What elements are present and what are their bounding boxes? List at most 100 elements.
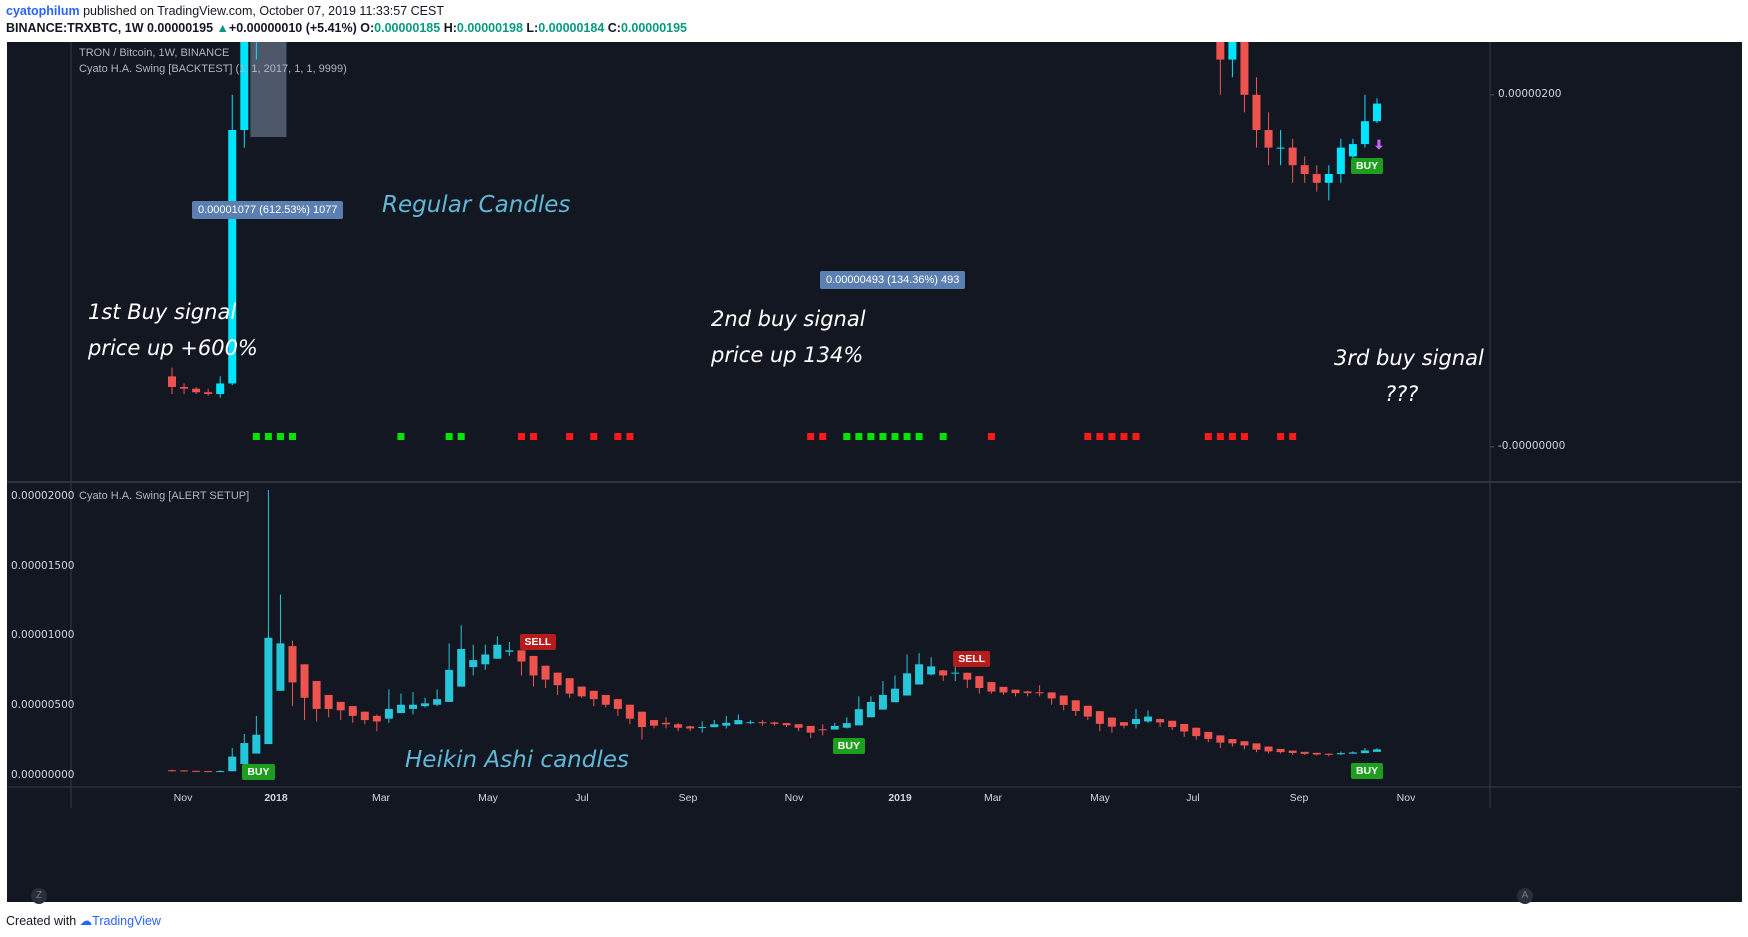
candle-body: [384, 708, 393, 719]
high-label: H:: [443, 21, 457, 35]
candle-body: [1288, 750, 1297, 753]
candle-body: [541, 665, 550, 680]
signal-square: [1108, 433, 1116, 440]
high-value: 0.00000198: [456, 21, 523, 35]
time-axis-label: May: [478, 792, 498, 804]
zoom-reset-button[interactable]: Z: [31, 888, 47, 904]
bottom-indicator-label[interactable]: Cyato H.A. Swing [ALERT SETUP]: [79, 490, 250, 502]
signal-square: [590, 433, 598, 440]
tradingview-link[interactable]: TradingView: [92, 914, 161, 928]
candle-body: [878, 694, 887, 710]
signal-square: [1277, 433, 1285, 440]
open-value: 0.00000185: [374, 21, 441, 35]
signal-square: [397, 433, 405, 440]
change-arrow-icon: ▲: [216, 21, 229, 35]
candle-body: [505, 650, 514, 652]
candle-body: [650, 720, 658, 726]
candle-body: [1035, 692, 1044, 694]
candle-body: [216, 383, 225, 394]
candle-body: [433, 699, 442, 705]
candle-body: [939, 670, 948, 676]
candle-body: [794, 724, 803, 728]
signal-square: [276, 433, 284, 440]
candle-body: [770, 722, 779, 724]
candle-body: [674, 724, 683, 728]
candle-body: [312, 681, 321, 709]
chart-frame[interactable]: TRON / Bitcoin, 1W, BINANCE Cyato H.A. S…: [7, 42, 1742, 904]
candle-body: [1180, 723, 1189, 732]
candle-body: [734, 720, 743, 725]
candle-body: [1252, 743, 1261, 750]
signal-square: [517, 433, 525, 440]
signal-square: [867, 433, 875, 440]
candle-body: [589, 690, 598, 700]
signal-square: [1289, 433, 1297, 440]
candle-body: [1348, 144, 1357, 157]
candle-body: [1144, 716, 1153, 722]
candle-body: [818, 729, 827, 731]
candle-body: [1312, 752, 1321, 755]
signal-square: [819, 433, 827, 440]
buy3-annotation-line1: 3rd buy signal: [1334, 346, 1484, 370]
candle-body: [1132, 718, 1140, 724]
time-axis-label: Jul: [575, 792, 589, 804]
signal-square: [843, 433, 851, 440]
auto-scale-button[interactable]: A: [1517, 888, 1533, 904]
candle-body: [1373, 103, 1381, 122]
candle-body: [288, 646, 297, 683]
candle-body: [613, 699, 622, 709]
signal-square: [879, 433, 887, 440]
candle-body: [698, 727, 707, 729]
candle-body: [710, 724, 719, 728]
candle-body: [481, 654, 490, 665]
candle-body: [975, 676, 984, 688]
time-axis-label: 2019: [888, 792, 912, 804]
measure-box: [250, 42, 287, 138]
candle-body: [517, 650, 526, 662]
signal-square: [915, 433, 923, 440]
candle-body: [951, 672, 960, 674]
signal-square: [614, 433, 622, 440]
candle-body: [168, 770, 176, 772]
low-label: L:: [526, 21, 539, 35]
candle-body: [854, 709, 863, 726]
regular-candles-annotation: Regular Candles: [382, 192, 571, 218]
candle-body: [445, 669, 454, 702]
candle-body: [1023, 691, 1032, 694]
author-link[interactable]: cyatophilum: [6, 4, 80, 18]
candle-body: [469, 660, 478, 668]
footer: Created with ☁TradingView: [6, 913, 161, 928]
buy-arrow-icon: [1374, 139, 1383, 150]
signal-square: [1096, 433, 1104, 440]
candle-body: [348, 706, 357, 716]
candle-body: [553, 672, 562, 686]
candle-body: [1204, 731, 1213, 739]
top-indicator-label[interactable]: Cyato H.A. Swing [BACKTEST] (1, 1, 2017,…: [79, 63, 347, 75]
candle-body: [228, 756, 237, 772]
candle-body: [999, 686, 1008, 693]
candle-body: [1348, 752, 1357, 754]
candle-body: [866, 701, 875, 718]
buy-signal-tag: BUY: [242, 763, 275, 780]
tradingview-logo-icon[interactable]: ☁: [79, 914, 93, 928]
signal-square: [939, 433, 947, 440]
candle-body: [252, 734, 261, 754]
candle-body: [300, 664, 309, 698]
time-axis-label: Mar: [983, 792, 1003, 804]
candle-body: [396, 704, 405, 714]
buy1-annotation-line1: 1st Buy signal: [88, 300, 237, 324]
chart-canvas[interactable]: [7, 42, 1742, 902]
candle-body: [662, 722, 671, 725]
publish-line: cyatophilum published on TradingView.com…: [6, 4, 444, 18]
signal-square: [855, 433, 863, 440]
candle-body: [1336, 147, 1345, 174]
candle-body: [915, 664, 924, 685]
signal-square: [987, 433, 995, 440]
candle-body: [240, 42, 249, 131]
candle-body: [1228, 739, 1237, 744]
candle-body: [1240, 741, 1249, 746]
candle-body: [1264, 746, 1273, 752]
bottom-price-tick: 0.00002000: [11, 489, 75, 502]
candle-body: [722, 722, 731, 726]
top-price-tick: -0.00000000: [1498, 439, 1566, 452]
